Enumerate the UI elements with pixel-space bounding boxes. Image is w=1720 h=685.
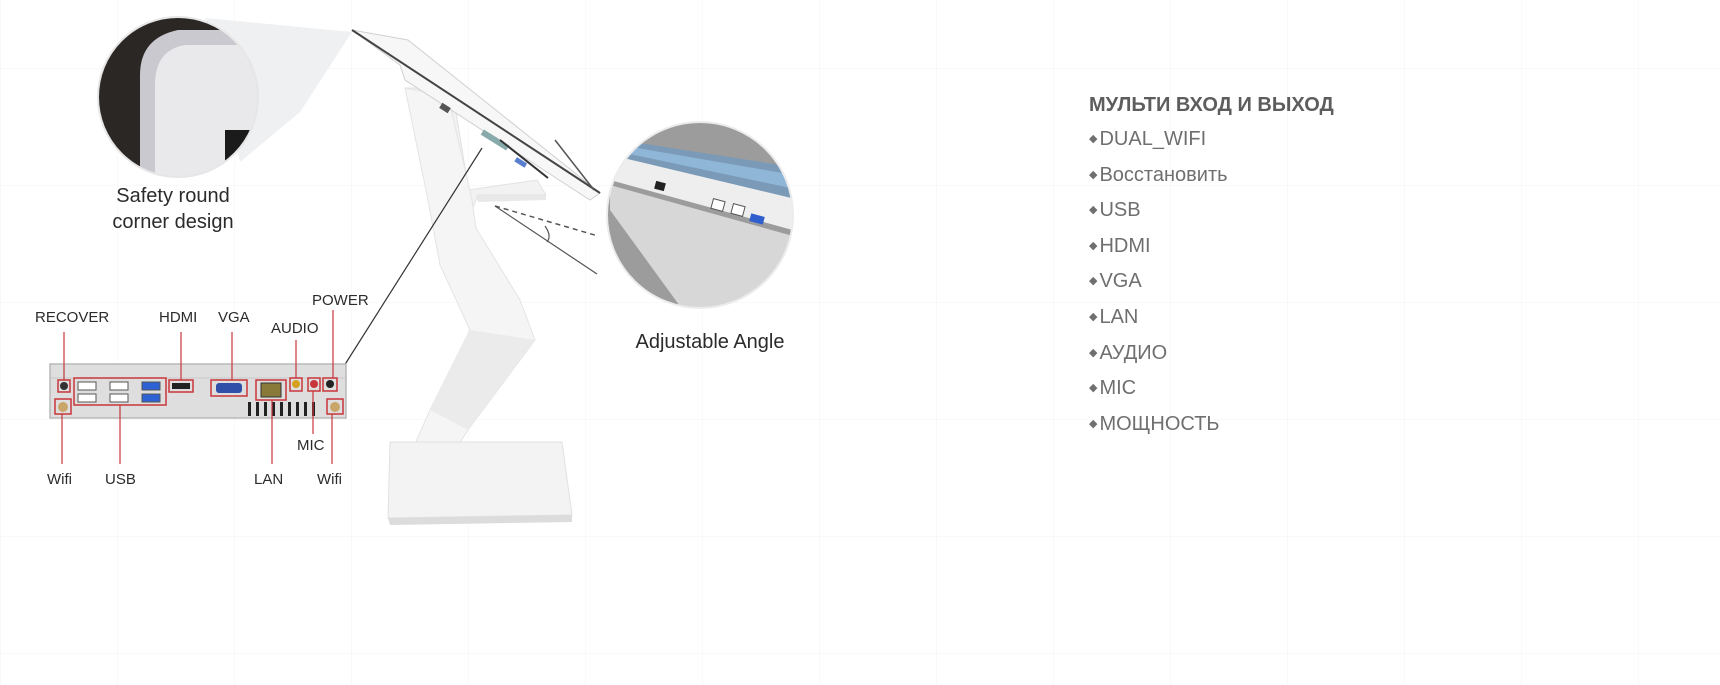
spec-item-label: АУДИО bbox=[1099, 341, 1168, 364]
port-label-vga: VGA bbox=[218, 309, 250, 326]
diamond-bullet-icon: ◆ bbox=[1089, 346, 1098, 359]
spec-item: ◆ DUAL_WIFI bbox=[1089, 126, 1334, 152]
spec-item: ◆ АУДИО bbox=[1089, 340, 1334, 366]
spec-item-label: DUAL_WIFI bbox=[1099, 128, 1207, 150]
angle-caption: Adjustable Angle bbox=[635, 331, 785, 353]
angle-detail bbox=[607, 122, 793, 308]
kiosk-screen bbox=[351, 29, 601, 201]
spec-heading: МУЛЬТИ ВХОД И ВЫХОД bbox=[1089, 94, 1334, 116]
diamond-bullet-icon: ◆ bbox=[1089, 275, 1098, 288]
port-label-wifi-right: Wifi bbox=[317, 471, 342, 488]
diamond-bullet-icon: ◆ bbox=[1089, 310, 1098, 323]
corner-caption-line2: corner design bbox=[112, 211, 234, 233]
port-label-usb: USB bbox=[105, 471, 136, 488]
spec-item-label: MIC bbox=[1099, 377, 1137, 400]
spec-item: ◆ LAN bbox=[1089, 304, 1334, 330]
io-spec-list: МУЛЬТИ ВХОД И ВЫХОД ◆ DUAL_WIFI ◆ Восстанов… bbox=[1089, 92, 1334, 446]
spec-item: ◆ Восстановить bbox=[1089, 162, 1334, 188]
spec-item: ◆ МОЩНОСТЬ bbox=[1089, 411, 1334, 437]
diamond-bullet-icon: ◆ bbox=[1089, 417, 1098, 430]
diamond-bullet-icon: ◆ bbox=[1089, 133, 1098, 145]
corner-caption-line1: Safety round bbox=[116, 185, 230, 207]
spec-item: ◆ USB bbox=[1089, 197, 1334, 223]
port-callout-lines bbox=[61, 310, 334, 464]
kiosk-illustration bbox=[49, 16, 794, 525]
port-label-wifi-left: Wifi bbox=[47, 471, 72, 488]
diamond-bullet-icon: ◆ bbox=[1089, 382, 1098, 395]
io-port-panel bbox=[49, 363, 347, 419]
spec-items: ◆ DUAL_WIFI ◆ Восстановить ◆ USB ◆ HDMI ◆ VGA ◆ LAN… bbox=[1089, 126, 1334, 437]
spec-item-label: HDMI bbox=[1099, 234, 1151, 257]
port-label-lan: LAN bbox=[254, 471, 284, 488]
port-label-audio: AUDIO bbox=[271, 320, 319, 337]
spec-item-label: МОЩНОСТЬ bbox=[1099, 412, 1220, 435]
port-label-recover: RECOVER bbox=[35, 309, 110, 326]
port-label-power: POWER bbox=[312, 292, 369, 309]
spec-item-label: VGA bbox=[1099, 270, 1142, 293]
spec-item: ◆ HDMI bbox=[1089, 233, 1334, 259]
corner-caption: Safety round corner design bbox=[103, 183, 243, 235]
kiosk-stand bbox=[387, 87, 573, 525]
spec-item-label: LAN bbox=[1099, 305, 1139, 328]
spec-item: ◆ MIC bbox=[1089, 375, 1334, 401]
spec-item-label: Восстановить bbox=[1099, 163, 1228, 186]
spec-item: ◆ VGA bbox=[1089, 268, 1334, 294]
port-label-mic: MIC bbox=[297, 437, 325, 454]
port-leader-line bbox=[343, 147, 483, 367]
diamond-bullet-icon: ◆ bbox=[1089, 204, 1098, 217]
diamond-bullet-icon: ◆ bbox=[1089, 239, 1098, 252]
angle-indicator bbox=[494, 205, 599, 275]
port-label-hdmi: HDMI bbox=[159, 309, 198, 326]
diamond-bullet-icon: ◆ bbox=[1089, 168, 1098, 181]
spec-item-label: USB bbox=[1099, 199, 1141, 222]
product-illustration: Safety round corner design Adjustable An… bbox=[0, 0, 800, 540]
